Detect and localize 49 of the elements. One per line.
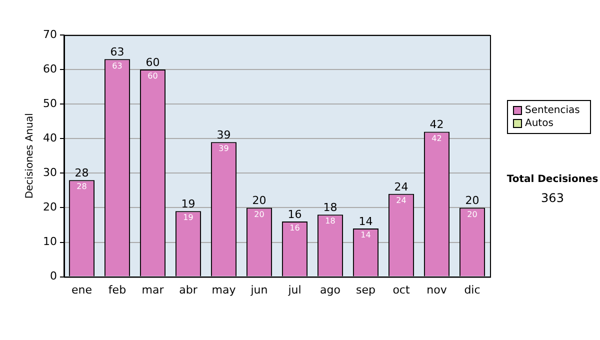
- total-label: 42: [430, 118, 444, 132]
- total-label: 39: [216, 128, 231, 142]
- x-tick-label: jun: [250, 283, 268, 296]
- data-label: 63: [112, 61, 122, 70]
- data-label: 60: [148, 72, 158, 81]
- y-tick-label: 10: [42, 235, 57, 248]
- text: 363: [540, 191, 565, 205]
- x-tick-label: feb: [108, 283, 126, 296]
- total-label: 24: [394, 180, 408, 194]
- y-tick-label: 40: [42, 131, 57, 144]
- data-label: 20: [467, 210, 478, 219]
- data-label: 28: [76, 182, 87, 192]
- x-tick-label: oct: [392, 283, 410, 296]
- total-label: 63: [110, 46, 124, 59]
- total-label: 28: [74, 166, 89, 180]
- data-label: 16: [290, 224, 300, 233]
- data-label: 20: [254, 210, 264, 219]
- x-tick-label: may: [212, 283, 236, 296]
- total-label: 20: [465, 194, 480, 208]
- legend-label: Autos: [525, 117, 554, 130]
- total-label: 16: [288, 208, 302, 221]
- y-tick-label: 30: [42, 166, 57, 180]
- y-tick-label: 20: [42, 200, 57, 214]
- x-tick-label: jul: [287, 283, 302, 296]
- total-label: 20: [252, 194, 266, 208]
- y-tick-label: 60: [42, 62, 57, 76]
- data-label: 19: [183, 213, 194, 222]
- data-label: 14: [360, 230, 371, 240]
- total-label: 60: [146, 56, 160, 69]
- total-label: 14: [358, 214, 373, 228]
- legend-label: Sentencias: [525, 104, 580, 117]
- x-tick-label: dic: [464, 283, 480, 296]
- data-label: 39: [218, 144, 229, 154]
- y-axis-title: Decisiones Anual: [24, 113, 36, 199]
- data-label: 24: [396, 196, 406, 205]
- text: Total Decisiones: [506, 174, 600, 185]
- total-label: 18: [323, 200, 338, 214]
- x-tick-label: sep: [356, 283, 376, 296]
- x-tick-label: ago: [320, 283, 341, 296]
- y-tick-label: 70: [42, 28, 57, 41]
- x-tick-label: ene: [71, 283, 92, 296]
- total-label: 19: [181, 198, 196, 211]
- y-tick-label: 0: [50, 270, 57, 283]
- data-label: 18: [325, 216, 336, 226]
- data-label: 42: [432, 134, 442, 143]
- x-tick-label: mar: [142, 283, 164, 296]
- y-tick-label: 50: [42, 96, 57, 110]
- x-tick-label: nov: [426, 283, 448, 296]
- x-tick-label: abr: [179, 283, 198, 296]
